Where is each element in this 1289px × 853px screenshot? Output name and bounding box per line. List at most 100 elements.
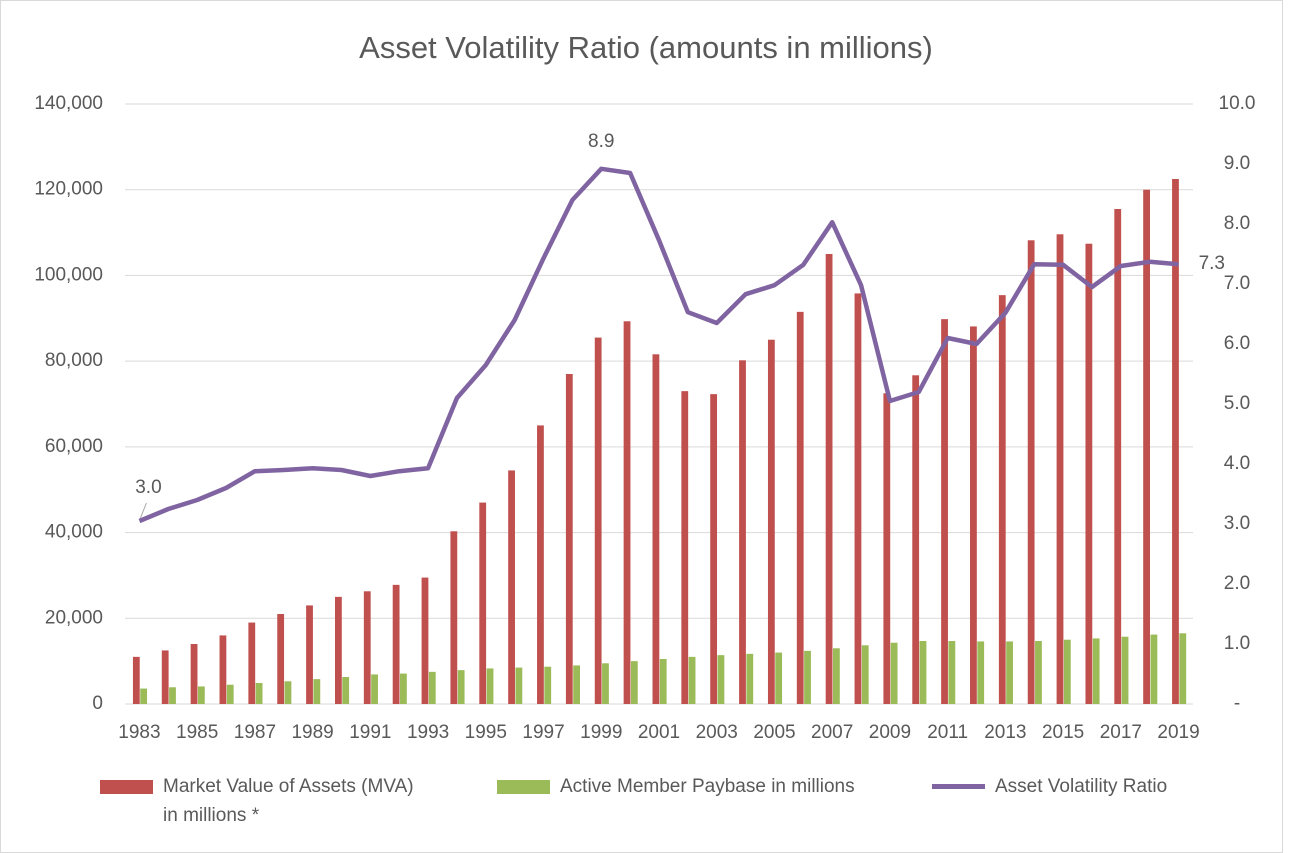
x-tick-label: 2019 — [1157, 722, 1199, 743]
legend-swatch — [100, 780, 153, 794]
y-tick-label: 80,000 — [45, 350, 103, 371]
data-label: 3.0 — [135, 477, 161, 498]
legend-item: Market Value of Assets (MVA) in millions… — [100, 772, 420, 830]
bar — [1006, 641, 1013, 704]
x-tick-label: 1991 — [349, 722, 391, 743]
y-tick-label: 0 — [92, 693, 103, 714]
bar — [1179, 633, 1187, 704]
bar — [602, 663, 609, 704]
bar — [1027, 240, 1035, 705]
bar — [1121, 636, 1129, 704]
x-tick-label: 2011 — [927, 722, 968, 743]
bar — [508, 470, 515, 704]
x-tick-label: 1995 — [465, 722, 507, 743]
x-tick-label: 2017 — [1100, 722, 1142, 743]
bar — [161, 650, 169, 704]
bar — [342, 677, 350, 704]
bar — [169, 687, 176, 704]
bar — [861, 645, 869, 704]
y2-tick-label: 1.0 — [1224, 633, 1250, 654]
y2-tick-label: 8.0 — [1224, 213, 1250, 234]
x-tick-label: 2007 — [811, 722, 853, 743]
bar — [219, 635, 227, 704]
bar — [948, 641, 956, 704]
bar — [941, 319, 948, 704]
bar — [912, 375, 920, 704]
bar — [190, 644, 198, 704]
bar — [400, 673, 407, 704]
bar — [977, 641, 985, 704]
bar — [392, 584, 400, 704]
bar — [919, 641, 927, 704]
y2-tick-label: 5.0 — [1224, 393, 1250, 414]
x-tick-label: 1999 — [580, 722, 622, 743]
bar — [371, 674, 378, 704]
y2-tick-label: 4.0 — [1224, 453, 1250, 474]
y2-tick-label: - — [1234, 693, 1240, 714]
bar — [1035, 641, 1042, 704]
bar — [796, 311, 804, 704]
bar — [313, 679, 321, 704]
y-tick-label: 140,000 — [34, 93, 103, 114]
legend-item: Active Member Paybase in millions — [497, 772, 877, 801]
legend: Market Value of Assets (MVA) in millions… — [0, 772, 1289, 842]
bar — [479, 502, 487, 704]
y-tick-label: 100,000 — [34, 264, 103, 285]
y2-tick-label: 6.0 — [1224, 333, 1250, 354]
bar — [854, 293, 862, 704]
bar — [363, 591, 371, 704]
x-tick-label: 2001 — [638, 722, 680, 743]
x-tick-label: 1997 — [522, 722, 564, 743]
y-tick-label: 20,000 — [45, 607, 103, 628]
bar — [832, 648, 840, 704]
bar — [652, 354, 660, 704]
bar — [132, 656, 140, 704]
bar — [688, 656, 696, 704]
bar — [573, 665, 581, 704]
x-tick-label: 1987 — [234, 722, 276, 743]
bar — [306, 605, 313, 704]
bar — [746, 653, 754, 704]
x-tick-label: 2015 — [1042, 722, 1084, 743]
bar — [710, 394, 718, 704]
legend-swatch — [497, 780, 550, 794]
y2-tick-label: 9.0 — [1224, 153, 1250, 174]
x-tick-label: 1983 — [118, 722, 160, 743]
bar — [717, 655, 725, 704]
data-label: 8.9 — [588, 131, 614, 152]
bar — [1063, 639, 1071, 704]
y2-tick-label: 2.0 — [1224, 573, 1250, 594]
bar — [1085, 243, 1093, 704]
data-label: 7.3 — [1199, 253, 1225, 274]
y2-tick-label: 3.0 — [1224, 513, 1250, 534]
bar — [970, 326, 977, 704]
bar — [226, 684, 234, 704]
x-tick-label: 1993 — [407, 722, 449, 743]
bar — [998, 295, 1006, 704]
y-tick-label: 60,000 — [45, 436, 103, 457]
bar — [428, 671, 436, 704]
bar — [659, 659, 667, 704]
legend-swatch — [932, 784, 985, 789]
bar — [544, 666, 552, 704]
y2-tick-label: 7.0 — [1224, 273, 1250, 294]
y-tick-label: 40,000 — [45, 522, 103, 543]
bar — [1092, 638, 1100, 704]
bar — [804, 650, 811, 704]
bar — [284, 681, 292, 704]
bar — [450, 531, 458, 704]
bar — [277, 614, 285, 704]
bar — [248, 622, 256, 704]
x-tick-label: 2005 — [753, 722, 795, 743]
bar — [457, 670, 465, 704]
bar — [883, 393, 891, 704]
bar — [681, 391, 689, 704]
x-tick-label: 2013 — [984, 722, 1026, 743]
bar — [739, 360, 746, 704]
bar — [623, 321, 631, 704]
leader-line — [139, 502, 147, 519]
bar — [255, 683, 263, 704]
bar — [537, 425, 544, 704]
